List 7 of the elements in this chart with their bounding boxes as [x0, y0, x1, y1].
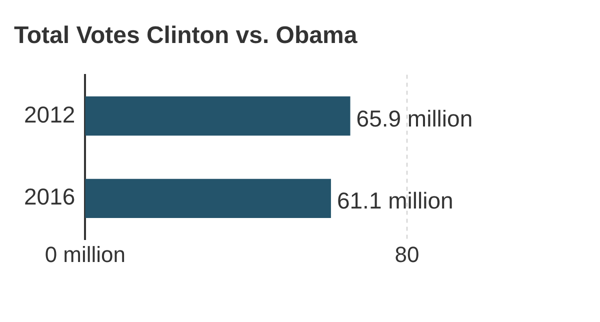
data-label: 65.9 million	[356, 105, 473, 132]
x-tick-label: 0 million	[44, 242, 126, 267]
x-tick-label: 80	[394, 242, 420, 267]
data-label: 61.1 million	[336, 188, 454, 214]
y-tick-label: 2012	[24, 101, 76, 128]
chart-title: Total Votes Clinton vs. Obama	[14, 22, 358, 50]
y-tick-label: 2016	[24, 184, 76, 210]
